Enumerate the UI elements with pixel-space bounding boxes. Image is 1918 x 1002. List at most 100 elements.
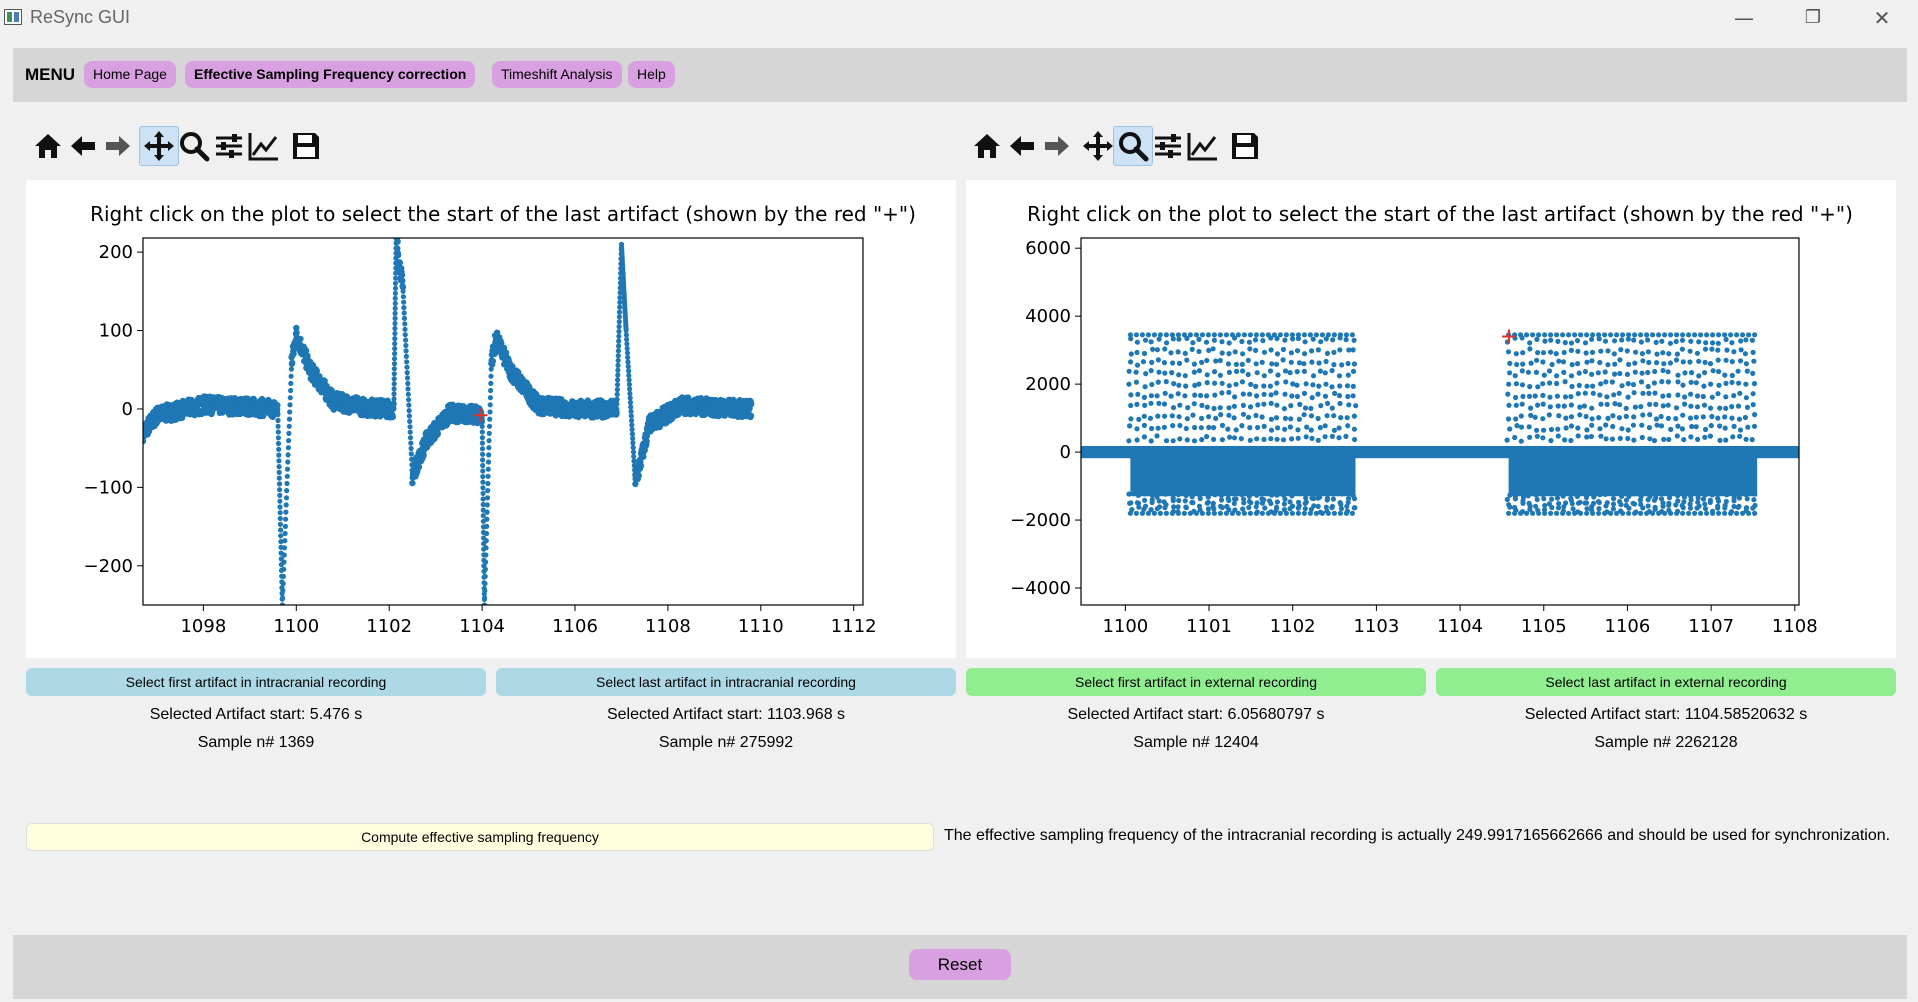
external-point xyxy=(1624,348,1630,354)
intracranial-point xyxy=(627,386,633,392)
left-toolbar-zoom-icon[interactable] xyxy=(174,126,214,166)
intracranial-plot-canvas[interactable]: Right click on the plot to select the st… xyxy=(26,180,956,658)
restore-button[interactable]: ❐ xyxy=(1804,7,1822,28)
external-point xyxy=(1716,332,1722,338)
select-first-intracranial-button[interactable]: Select first artifact in intracranial re… xyxy=(26,668,486,696)
left-toolbar-forward-icon[interactable] xyxy=(98,126,138,166)
external-point xyxy=(1133,379,1139,385)
compute-frequency-button[interactable]: Compute effective sampling frequency xyxy=(26,823,934,851)
intracranial-point xyxy=(404,359,410,365)
external-point xyxy=(1681,437,1687,443)
external-point xyxy=(1716,510,1722,516)
external-point xyxy=(1542,338,1548,344)
external-point xyxy=(1349,510,1355,516)
intracranial-point xyxy=(286,430,292,436)
external-point xyxy=(1184,416,1190,422)
external-point xyxy=(1638,404,1644,410)
external-point xyxy=(1277,510,1283,516)
right-toolbar-pan-icon[interactable] xyxy=(1078,126,1118,166)
right-toolbar-home-icon[interactable] xyxy=(967,126,1007,166)
external-series xyxy=(1081,332,1799,516)
external-point xyxy=(1218,412,1224,418)
external-ytick-label: 2000 xyxy=(1025,374,1071,395)
external-point xyxy=(1563,425,1569,431)
external-point xyxy=(1729,372,1735,379)
external-point xyxy=(1275,425,1281,431)
right-toolbar-back-icon[interactable] xyxy=(1002,126,1042,166)
external-point xyxy=(1184,437,1190,443)
external-point xyxy=(1674,332,1680,338)
external-point xyxy=(1143,371,1149,377)
left-toolbar-home-icon[interactable] xyxy=(28,126,68,166)
external-plot[interactable]: Right click on the plot to select the st… xyxy=(966,180,1896,658)
intracranial-xtick-label: 1108 xyxy=(645,616,691,637)
external-plot-canvas[interactable]: Right click on the plot to select the st… xyxy=(966,180,1896,658)
intracranial-point xyxy=(276,464,282,470)
external-point xyxy=(1204,372,1210,378)
menu-timeshift-analysis[interactable]: Timeshift Analysis xyxy=(492,61,622,88)
right-toolbar-zoom-icon[interactable] xyxy=(1113,126,1153,166)
left-toolbar-configure-subplots-icon[interactable] xyxy=(209,126,249,166)
external-point xyxy=(1271,332,1277,338)
external-point xyxy=(1650,332,1656,338)
external-point xyxy=(1608,510,1614,516)
external-point xyxy=(1245,371,1251,378)
reset-button[interactable]: Reset xyxy=(909,949,1011,980)
external-point xyxy=(1337,332,1343,338)
intracranial-point xyxy=(276,469,282,475)
external-point xyxy=(1569,383,1575,390)
external-point xyxy=(1667,495,1673,501)
external-point xyxy=(1322,434,1328,440)
intracranial-point xyxy=(487,395,493,401)
external-point xyxy=(1309,495,1315,501)
select-last-intracranial-button[interactable]: Select last artifact in intracranial rec… xyxy=(496,668,956,696)
external-point xyxy=(1542,502,1548,509)
external-point xyxy=(1134,437,1140,443)
external-point xyxy=(1324,413,1330,419)
right-toolbar-edit-axis-icon[interactable] xyxy=(1183,126,1223,166)
select-first-external-button[interactable]: Select first artifact in external record… xyxy=(966,668,1426,696)
external-point xyxy=(1623,497,1629,503)
intracranial-point xyxy=(389,413,396,421)
intracranial-point xyxy=(614,396,620,402)
minimize-button[interactable]: — xyxy=(1734,6,1754,30)
external-point xyxy=(1717,405,1723,411)
left-toolbar-back-icon[interactable] xyxy=(63,126,103,166)
intracranial-point xyxy=(393,229,399,235)
external-point xyxy=(1679,337,1686,343)
intracranial-point xyxy=(485,480,491,487)
external-point xyxy=(1350,347,1356,353)
menu-effective-sampling-frequency[interactable]: Effective Sampling Frequency correction xyxy=(185,61,476,88)
right-toolbar-save-icon[interactable] xyxy=(1225,126,1265,166)
external-point xyxy=(1617,357,1623,363)
external-point xyxy=(1610,501,1617,507)
intracranial-point xyxy=(405,386,411,392)
external-point xyxy=(1351,413,1357,419)
external-point xyxy=(1555,403,1561,409)
intracranial-point xyxy=(401,305,407,311)
external-point xyxy=(1688,497,1694,503)
left-toolbar-save-icon[interactable] xyxy=(286,126,326,166)
external-point xyxy=(1675,493,1681,499)
external-point xyxy=(1227,434,1233,440)
external-point xyxy=(1351,361,1357,367)
left-toolbar-pan-icon[interactable] xyxy=(139,126,179,166)
intracranial-point xyxy=(287,395,293,401)
right-toolbar-forward-icon[interactable] xyxy=(1037,126,1077,166)
external-red-plus-marker xyxy=(1502,329,1517,344)
external-point xyxy=(1288,403,1294,409)
external-point xyxy=(1596,506,1602,512)
external-point xyxy=(1274,402,1280,408)
external-point xyxy=(1196,348,1202,355)
left-toolbar-edit-axis-icon[interactable] xyxy=(244,126,284,166)
external-point xyxy=(1288,416,1294,422)
menu-home-page[interactable]: Home Page xyxy=(84,61,176,88)
external-point xyxy=(1268,400,1274,406)
intracranial-plot[interactable]: Right click on the plot to select the st… xyxy=(26,180,956,658)
external-point xyxy=(1280,346,1286,353)
select-last-external-button[interactable]: Select last artifact in external recordi… xyxy=(1436,668,1896,696)
right-toolbar-configure-subplots-icon[interactable] xyxy=(1148,126,1188,166)
menu-help[interactable]: Help xyxy=(628,61,675,88)
close-button[interactable]: ✕ xyxy=(1873,6,1891,30)
external-xtick-label: 1107 xyxy=(1688,616,1734,637)
